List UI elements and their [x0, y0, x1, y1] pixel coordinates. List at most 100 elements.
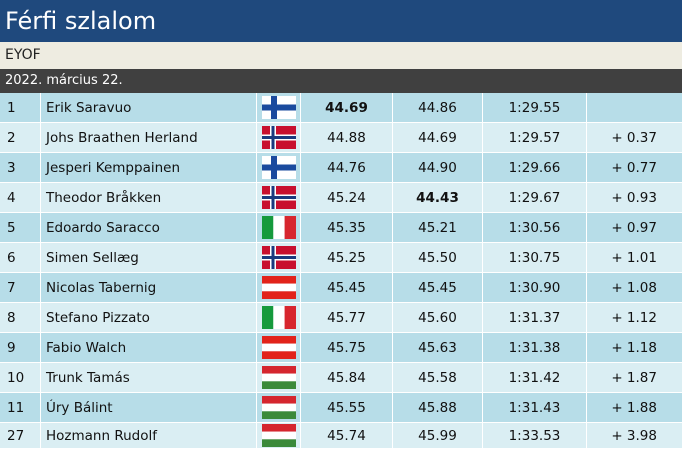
total-time: 1:31.38	[483, 333, 587, 362]
run2-time: 45.45	[393, 273, 483, 302]
athlete-name: Edoardo Saracco	[41, 213, 257, 242]
time-difference: + 0.37	[611, 129, 657, 146]
flag-cell	[257, 213, 301, 242]
athlete-name: Theodor Bråkken	[41, 183, 257, 212]
run1-time: 45.35	[301, 213, 393, 242]
hungary-flag-icon	[261, 366, 296, 389]
run2-time: 45.21	[393, 213, 483, 242]
austria-flag-icon	[261, 276, 296, 299]
results-table: 1 Erik Saravuo 44.69 44.86 1:29.55 2 Johs Braa…	[0, 93, 682, 449]
time-difference: + 0.97	[611, 219, 657, 236]
hungary-flag-icon	[261, 424, 296, 447]
time-difference: + 0.93	[611, 189, 657, 206]
time-difference: + 0.77	[611, 159, 657, 176]
run2-time: 44.90	[393, 153, 483, 182]
italy-flag-icon	[261, 216, 296, 239]
athlete-name: Jesperi Kemppainen	[41, 153, 257, 182]
time-difference: + 3.98	[611, 427, 657, 444]
run1-time: 45.25	[301, 243, 393, 272]
run2-time: 45.88	[393, 393, 483, 422]
table-row: 5 Edoardo Saracco 45.35 45.21 1:30.56 + 0.97	[0, 213, 682, 243]
flag-cell	[257, 393, 301, 422]
finland-flag-icon	[261, 156, 296, 179]
rank-cell: 2	[0, 123, 41, 152]
norway-flag-icon	[261, 186, 296, 209]
athlete-name: Nicolas Tabernig	[41, 273, 257, 302]
rank-cell: 6	[0, 243, 41, 272]
rank-cell: 4	[0, 183, 41, 212]
time-difference: + 1.88	[611, 399, 657, 416]
time-difference: + 1.18	[611, 339, 657, 356]
run1-time: 44.76	[301, 153, 393, 182]
total-time: 1:30.90	[483, 273, 587, 302]
run1-time: 44.69	[301, 93, 393, 122]
flag-cell	[257, 153, 301, 182]
time-difference	[587, 93, 682, 122]
run2-time: 45.99	[393, 423, 483, 448]
flag-cell	[257, 243, 301, 272]
run1-time: 45.74	[301, 423, 393, 448]
event-name: EYOF	[0, 42, 682, 69]
athlete-name: Úry Bálint	[41, 393, 257, 422]
rank-cell: 11	[0, 393, 41, 422]
total-time: 1:29.67	[483, 183, 587, 212]
run1-time: 45.75	[301, 333, 393, 362]
table-row: 11 Úry Bálint 45.55 45.88 1:31.43 + 1.88	[0, 393, 682, 423]
time-difference: + 1.12	[611, 309, 657, 326]
run2-time: 44.69	[393, 123, 483, 152]
table-row: 2 Johs Braathen Herland 44.88 44.69 1:29.57 +…	[0, 123, 682, 153]
table-row: 1 Erik Saravuo 44.69 44.86 1:29.55	[0, 93, 682, 123]
run2-time: 44.86	[393, 93, 483, 122]
run1-time: 45.45	[301, 273, 393, 302]
run1-time: 45.77	[301, 303, 393, 332]
rank-cell: 8	[0, 303, 41, 332]
norway-flag-icon	[261, 126, 296, 149]
flag-cell	[257, 123, 301, 152]
rank-cell: 1	[0, 93, 41, 122]
athlete-name: Hozmann Rudolf	[41, 423, 257, 448]
time-difference: + 1.01	[611, 249, 657, 266]
run2-time: 44.43	[393, 183, 483, 212]
total-time: 1:29.55	[483, 93, 587, 122]
run2-time: 45.58	[393, 363, 483, 392]
total-time: 1:31.42	[483, 363, 587, 392]
flag-cell	[257, 303, 301, 332]
flag-cell	[257, 273, 301, 302]
table-row: 9 Fabio Walch 45.75 45.63 1:31.38 + 1.18	[0, 333, 682, 363]
table-row: 3 Jesperi Kemppainen 44.76 44.90 1:29.66 + 0.…	[0, 153, 682, 183]
rank-cell: 10	[0, 363, 41, 392]
flag-cell	[257, 93, 301, 122]
norway-flag-icon	[261, 246, 296, 269]
run2-time: 45.50	[393, 243, 483, 272]
run1-time: 45.55	[301, 393, 393, 422]
run1-time: 44.88	[301, 123, 393, 152]
run2-time: 45.63	[393, 333, 483, 362]
athlete-name: Johs Braathen Herland	[41, 123, 257, 152]
table-row: 7 Nicolas Tabernig 45.45 45.45 1:30.90 + 1.08	[0, 273, 682, 303]
hungary-flag-icon	[261, 396, 296, 419]
rank-cell: 7	[0, 273, 41, 302]
flag-cell	[257, 363, 301, 392]
table-row: 10 Trunk Tamás 45.84 45.58 1:31.42 + 1.87	[0, 363, 682, 393]
total-time: 1:30.56	[483, 213, 587, 242]
finland-flag-icon	[261, 96, 296, 119]
race-date: 2022. március 22.	[0, 69, 682, 93]
table-row: 8 Stefano Pizzato 45.77 45.60 1:31.37 + 1.12	[0, 303, 682, 333]
total-time: 1:31.37	[483, 303, 587, 332]
time-difference: + 1.08	[611, 279, 657, 296]
rank-cell: 5	[0, 213, 41, 242]
athlete-name: Fabio Walch	[41, 333, 257, 362]
table-row: 27 Hozmann Rudolf 45.74 45.99 1:33.53 + 3.98	[0, 423, 682, 449]
athlete-name: Simen Sellæg	[41, 243, 257, 272]
flag-cell	[257, 183, 301, 212]
athlete-name: Erik Saravuo	[41, 93, 257, 122]
rank-cell: 9	[0, 333, 41, 362]
total-time: 1:29.57	[483, 123, 587, 152]
athlete-name: Trunk Tamás	[41, 363, 257, 392]
flag-cell	[257, 333, 301, 362]
austria-flag-icon	[261, 336, 296, 359]
time-difference: + 1.87	[611, 369, 657, 386]
run2-time: 45.60	[393, 303, 483, 332]
run1-time: 45.24	[301, 183, 393, 212]
